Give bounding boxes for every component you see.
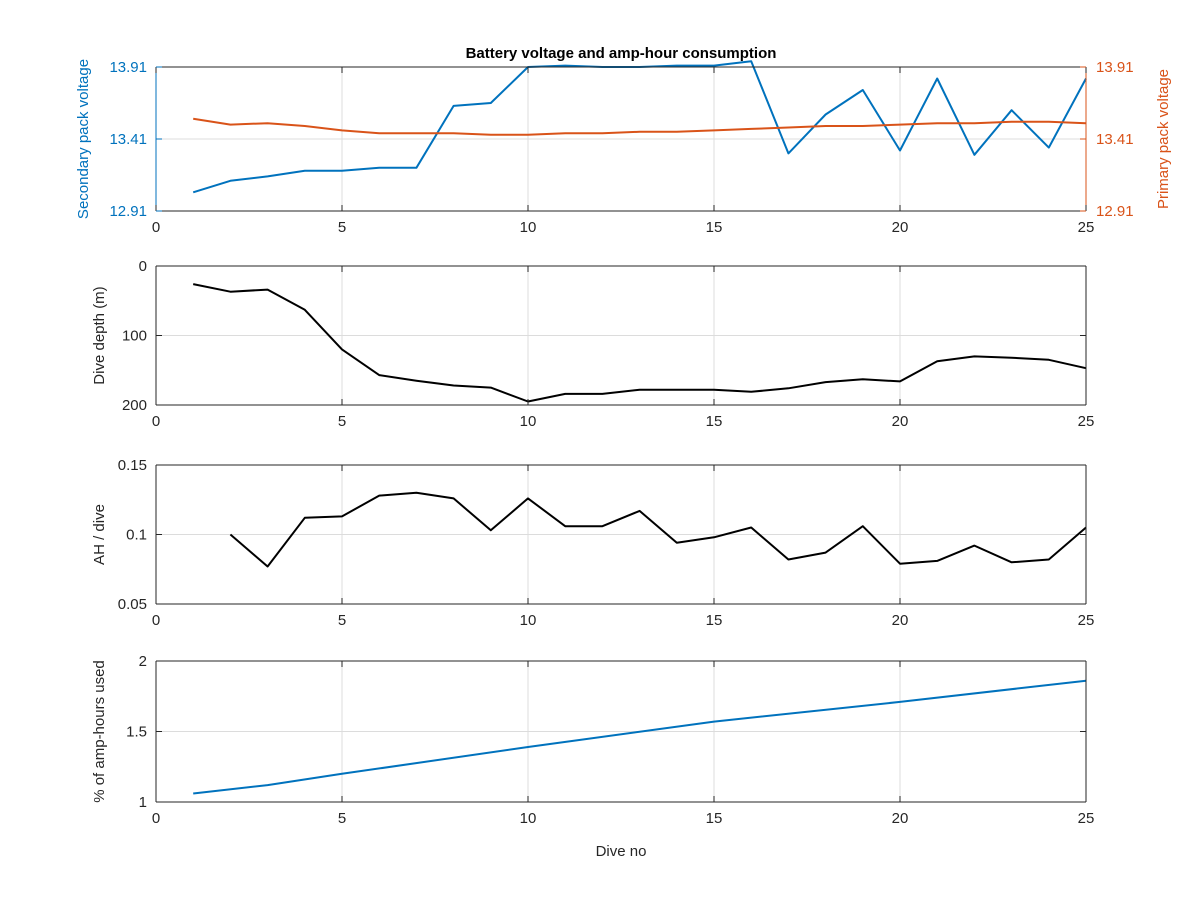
ah-per-dive-xtick-label: 10 bbox=[520, 612, 537, 629]
percent-ah-x-axis-label: Dive no bbox=[596, 843, 647, 860]
ah-per-dive-xtick-label: 0 bbox=[152, 612, 160, 629]
percent-ah-xtick-label: 5 bbox=[338, 810, 346, 827]
percent-ah-xtick-label: 15 bbox=[706, 810, 723, 827]
depth-ytick-label: 100 bbox=[122, 328, 147, 345]
ah-per-dive-y-axis-label: AH / dive bbox=[91, 504, 108, 565]
ah-per-dive-xtick-label: 20 bbox=[892, 612, 909, 629]
percent-ah-y-axis-label: % of amp-hours used bbox=[91, 660, 108, 803]
depth-series-0-line bbox=[192, 283, 1087, 403]
percent-ah-xtick-label: 0 bbox=[152, 810, 160, 827]
depth-ytick-label: 200 bbox=[122, 397, 147, 414]
ah-per-dive-series-0-line bbox=[229, 491, 1087, 568]
percent-ah-ytick-label: 1.5 bbox=[126, 724, 147, 741]
percent-ah-ytick-label: 2 bbox=[139, 653, 147, 670]
voltage-xtick-label: 25 bbox=[1078, 219, 1095, 236]
ah-per-dive-ytick-label: 0.15 bbox=[118, 457, 147, 474]
percent-ah-xtick-label: 10 bbox=[520, 810, 537, 827]
depth-xtick-label: 0 bbox=[152, 413, 160, 430]
amp-hours-per-dive-subplot: 0 5 10 15 20 25 0.05 0.1 0.15 AH / dive bbox=[91, 457, 1094, 629]
depth-ytick-label: 0 bbox=[139, 258, 147, 275]
voltage-ytick-label: 13.41 bbox=[109, 131, 147, 148]
voltage-subplot: 0 5 10 15 20 2512.9113.4113.9112.9113.4113.91… bbox=[75, 45, 1172, 236]
ah-per-dive-xtick-label: 5 bbox=[338, 612, 346, 629]
voltage-ytick-label: 12.91 bbox=[109, 203, 147, 220]
percent-ah-ytick-label: 1 bbox=[139, 794, 147, 811]
percent-amp-hours-subplot: 0 5 10 15 20 25 1 1.5 2 % of amp-hours used Dive n… bbox=[91, 653, 1094, 860]
ah-per-dive-ytick-label: 0.05 bbox=[118, 596, 147, 613]
ah-per-dive-xtick-label: 25 bbox=[1078, 612, 1095, 629]
voltage-ytick-label: 13.91 bbox=[109, 59, 147, 76]
voltage-xtick-label: 0 bbox=[152, 219, 160, 236]
voltage-xtick-label: 20 bbox=[892, 219, 909, 236]
voltage-xtick-label: 10 bbox=[520, 219, 537, 236]
depth-xtick-label: 15 bbox=[706, 413, 723, 430]
depth-y-axis-label: Dive depth (m) bbox=[91, 286, 108, 384]
voltage-right-ytick-label: 12.91 bbox=[1096, 203, 1134, 220]
ah-per-dive-ytick-label: 0.1 bbox=[126, 527, 147, 544]
voltage-series-1-line bbox=[193, 117, 1087, 136]
voltage-series-0-line bbox=[192, 60, 1087, 194]
voltage-right-ytick-label: 13.41 bbox=[1096, 131, 1134, 148]
voltage-xtick-label: 5 bbox=[338, 219, 346, 236]
depth-xtick-label: 25 bbox=[1078, 413, 1095, 430]
depth-subplot: 0 5 10 15 20 25 0 100 200 Dive depth (m) bbox=[91, 258, 1094, 430]
depth-xtick-label: 5 bbox=[338, 413, 346, 430]
voltage-title: Battery voltage and amp-hour consumption bbox=[466, 45, 777, 62]
percent-ah-xtick-label: 25 bbox=[1078, 810, 1095, 827]
percent-ah-series-0-line bbox=[193, 679, 1087, 795]
voltage-right-ytick-label: 13.91 bbox=[1096, 59, 1134, 76]
depth-xtick-label: 10 bbox=[520, 413, 537, 430]
ah-per-dive-xtick-label: 15 bbox=[706, 612, 723, 629]
percent-ah-xtick-label: 20 bbox=[892, 810, 909, 827]
voltage-xtick-label: 15 bbox=[706, 219, 723, 236]
voltage-right-y-axis-label: Primary pack voltage bbox=[1155, 69, 1172, 209]
depth-xtick-label: 20 bbox=[892, 413, 909, 430]
voltage-y-axis-label: Secondary pack voltage bbox=[75, 59, 92, 219]
